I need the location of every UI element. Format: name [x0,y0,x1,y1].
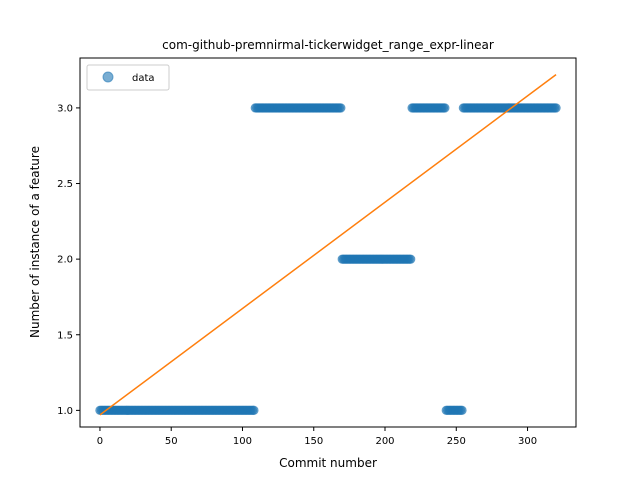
legend-marker-data [102,71,114,83]
data-point [336,103,346,113]
data-point [405,254,416,264]
x-tick-label: 0 [97,436,103,447]
data-point [249,405,259,416]
plot-area [95,74,561,416]
x-tick-label: 50 [165,436,178,447]
data-point [440,103,450,113]
y-tick-label: 1.0 [57,406,73,417]
y-axis: 1.0 1.5 2.0 2.5 3.0 [57,103,80,417]
y-tick-label: 2.0 [57,255,73,266]
x-axis-label: Commit number [279,456,377,470]
x-tick-label: 200 [375,436,394,447]
plot-frame [79,57,577,428]
y-tick-label: 2.5 [57,179,73,190]
y-axis-label: Number of instance of a feature [28,146,42,338]
x-axis: 0 50 100 150 200 250 300 [97,427,537,447]
data-point [551,103,561,113]
legend-label-data: data [132,73,155,84]
x-tick-label: 150 [304,436,323,447]
y-tick-label: 1.5 [57,330,73,341]
chart-title: com-github-premnirmal-tickerwidget_range… [162,38,494,52]
y-tick-label: 3.0 [57,103,73,114]
legend: data [86,64,170,91]
data-point [457,405,467,416]
fit-line [99,74,557,416]
x-tick-label: 300 [518,436,537,447]
x-tick-label: 100 [233,436,252,447]
legend-box [86,64,170,91]
x-tick-label: 250 [447,436,466,447]
